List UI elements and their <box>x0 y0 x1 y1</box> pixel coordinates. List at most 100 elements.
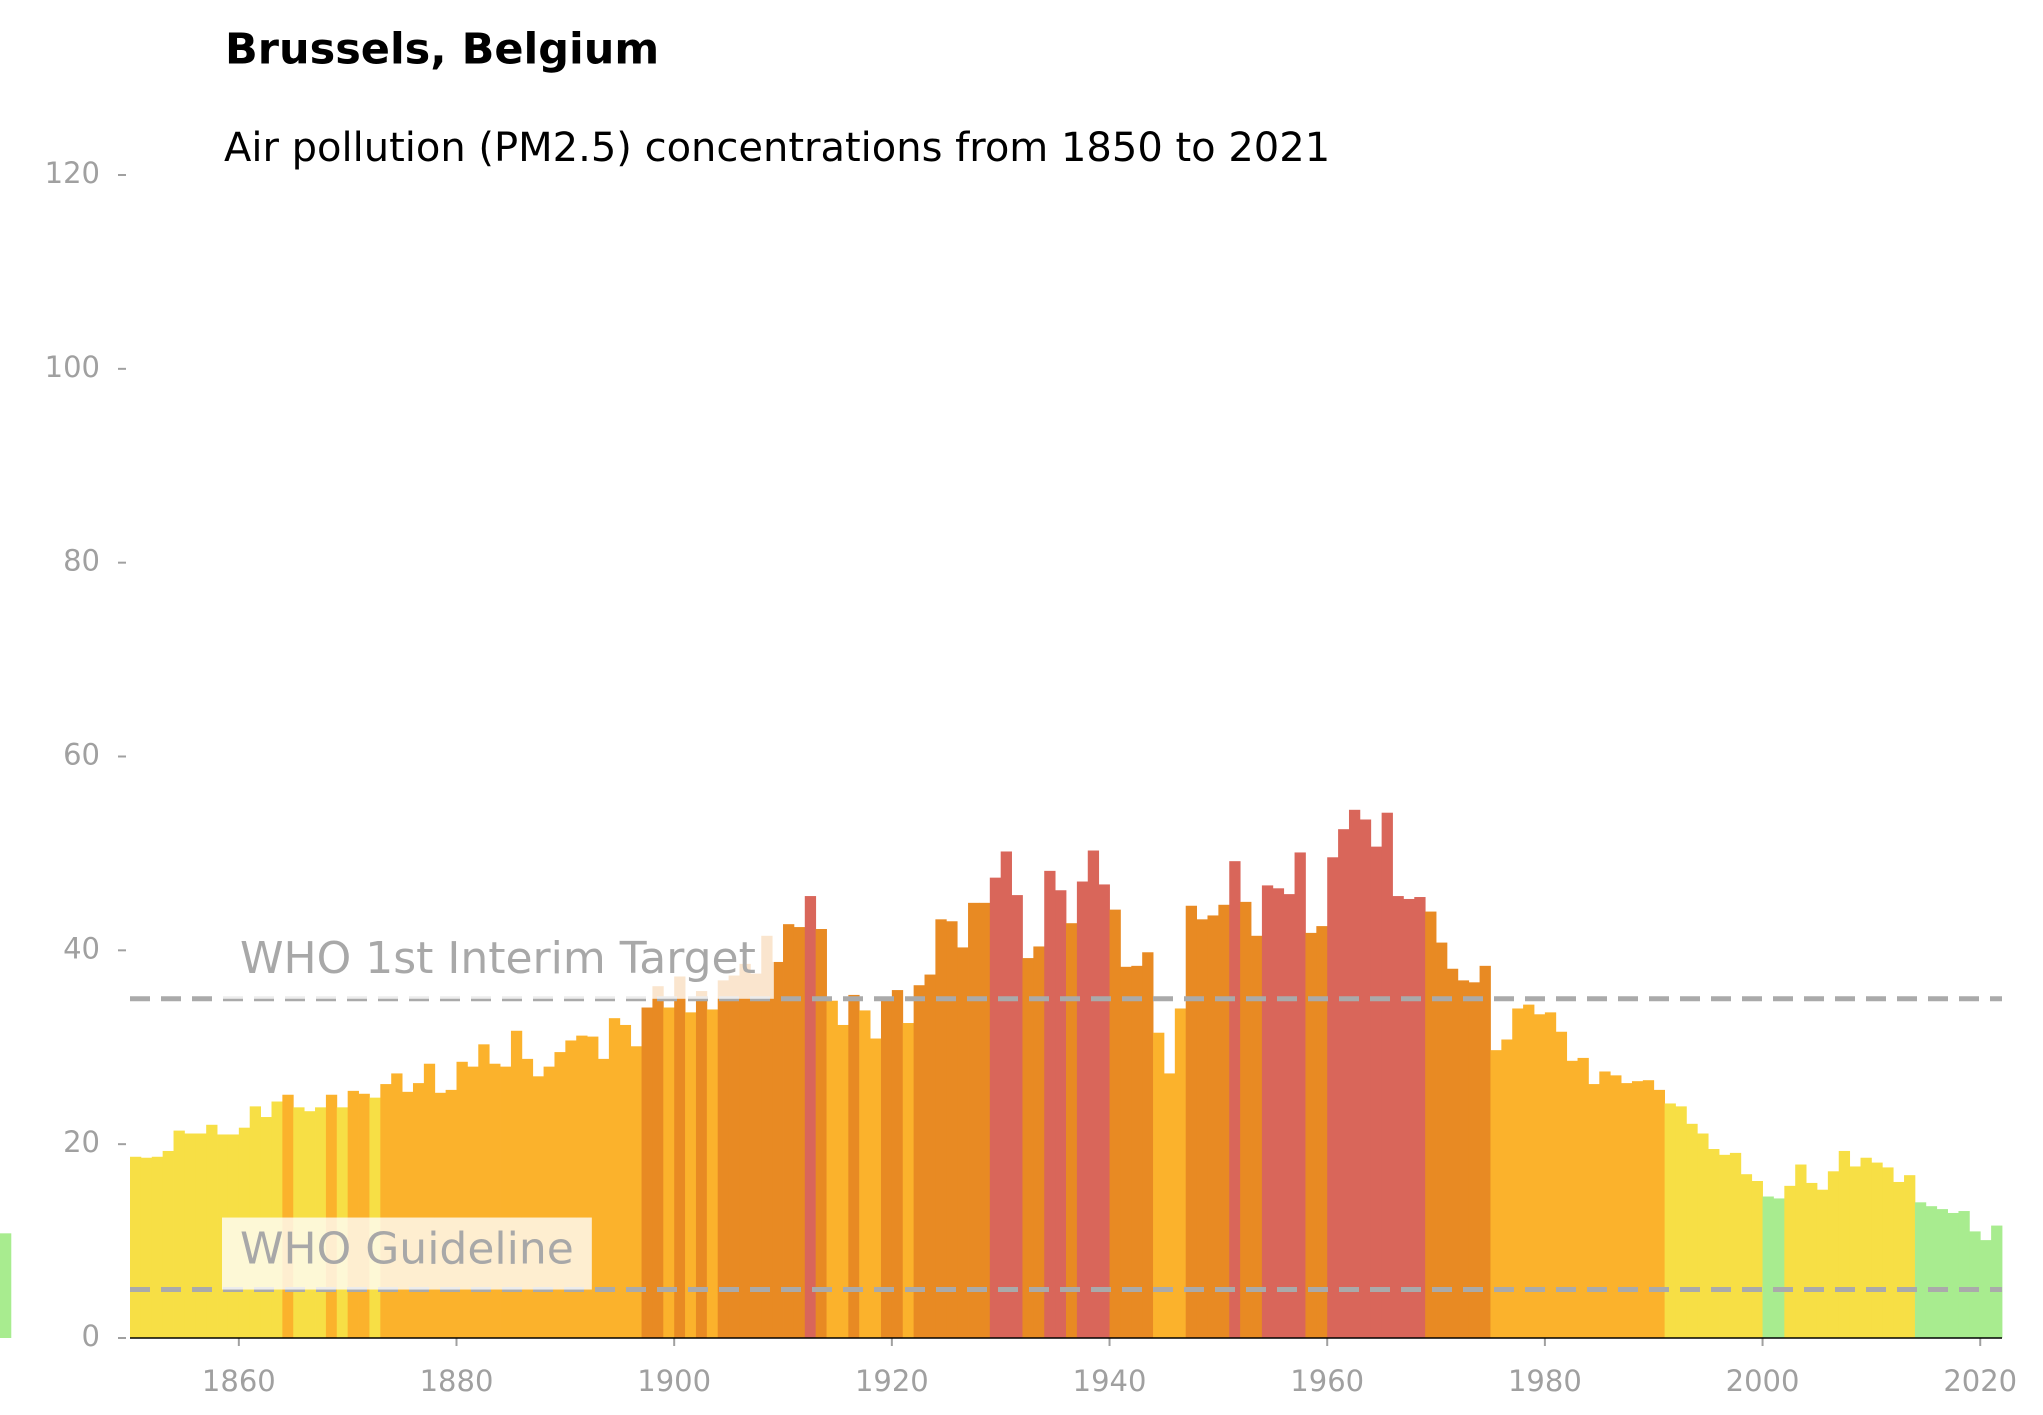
bar <box>1370 846 1383 1338</box>
bar <box>1588 1084 1600 1338</box>
bar <box>478 1044 490 1338</box>
bar <box>1697 1133 1709 1338</box>
bar <box>891 990 904 1338</box>
bar <box>576 1035 588 1338</box>
bar <box>1566 1060 1578 1338</box>
y-tick-label: 100 <box>45 350 100 384</box>
bar <box>1033 946 1045 1338</box>
bar <box>1610 1075 1622 1338</box>
bar <box>521 1058 534 1338</box>
bar <box>1806 1182 1818 1338</box>
bar <box>1283 894 1295 1338</box>
bar <box>282 1094 294 1338</box>
bar <box>1174 1008 1187 1338</box>
bar <box>968 902 980 1338</box>
bar <box>695 991 708 1338</box>
reference-label: WHO Guideline <box>240 1224 574 1275</box>
bar <box>1936 1209 1948 1338</box>
bar <box>815 929 827 1338</box>
bar <box>783 924 795 1338</box>
bar <box>467 1066 479 1338</box>
y-tick-label: 60 <box>63 738 100 772</box>
bar <box>1131 965 1143 1338</box>
bar <box>619 1024 632 1338</box>
x-tick-label: 1880 <box>420 1364 494 1398</box>
bar <box>1958 1211 1970 1338</box>
bar <box>489 1063 501 1338</box>
x-tick-label: 1980 <box>1508 1364 1582 1398</box>
bar <box>1523 1004 1535 1338</box>
bar <box>1381 812 1393 1338</box>
bar <box>1784 1185 1796 1338</box>
x-tick-label: 1860 <box>202 1364 276 1398</box>
bar <box>1708 1149 1720 1338</box>
bar <box>750 973 762 1338</box>
bar <box>1893 1181 1905 1338</box>
bar <box>195 1133 207 1338</box>
bar <box>456 1061 468 1338</box>
x-tick-label: 1960 <box>1290 1364 1364 1398</box>
bar <box>1229 861 1241 1338</box>
bar <box>1305 932 1317 1338</box>
label-box <box>222 1217 592 1290</box>
chart-subtitle: Air pollution (PM2.5) concentrations fro… <box>224 125 1330 171</box>
bar <box>1740 1174 1753 1338</box>
bar <box>1120 966 1132 1338</box>
bar <box>1011 895 1023 1338</box>
bar <box>1544 1012 1557 1338</box>
bar <box>1555 1031 1568 1338</box>
bar <box>543 1066 555 1338</box>
bar <box>1163 1073 1176 1338</box>
bar <box>1457 980 1470 1338</box>
y-tick-label: 40 <box>63 931 100 965</box>
x-tick-label: 2020 <box>1943 1364 2017 1398</box>
bar <box>1534 1014 1546 1338</box>
bar <box>423 1063 436 1338</box>
bar <box>957 947 969 1338</box>
bar <box>1729 1152 1742 1338</box>
bar <box>1686 1123 1698 1338</box>
bar <box>1816 1189 1829 1338</box>
bar <box>1947 1212 1959 1338</box>
bar <box>826 1000 838 1338</box>
bar <box>793 927 806 1338</box>
bar <box>1860 1157 1872 1338</box>
bar <box>173 1130 185 1338</box>
bar <box>1969 1231 1981 1338</box>
bar <box>1076 881 1089 1338</box>
bar <box>663 1007 675 1338</box>
bar <box>140 1157 153 1338</box>
bar <box>1414 897 1426 1338</box>
bar <box>1991 1225 2003 1338</box>
bar <box>739 963 751 1338</box>
bar <box>1882 1167 1894 1338</box>
bar <box>1980 1240 1992 1338</box>
bar <box>1338 829 1350 1338</box>
bar <box>1675 1106 1687 1338</box>
bar <box>1196 919 1208 1338</box>
x-tick-label: 1940 <box>1073 1364 1147 1398</box>
bar <box>565 1040 577 1338</box>
bar <box>630 1046 642 1338</box>
bar <box>0 1233 12 1338</box>
bar <box>1000 851 1012 1338</box>
bar <box>772 961 784 1338</box>
bar <box>1403 898 1415 1338</box>
bar <box>1327 857 1339 1338</box>
bar <box>1642 1080 1655 1338</box>
bar <box>848 994 860 1338</box>
y-tick-label: 120 <box>45 156 100 190</box>
bar <box>1653 1089 1666 1338</box>
bar <box>162 1150 174 1338</box>
bar <box>347 1090 359 1338</box>
bar <box>1479 965 1491 1338</box>
bar <box>130 1156 142 1338</box>
bar <box>1218 904 1230 1338</box>
bar <box>761 935 773 1338</box>
bar <box>935 919 947 1338</box>
bar <box>1446 968 1459 1338</box>
bar <box>717 980 730 1338</box>
bar <box>1240 901 1252 1338</box>
bar <box>924 974 936 1338</box>
bar <box>1599 1071 1611 1338</box>
